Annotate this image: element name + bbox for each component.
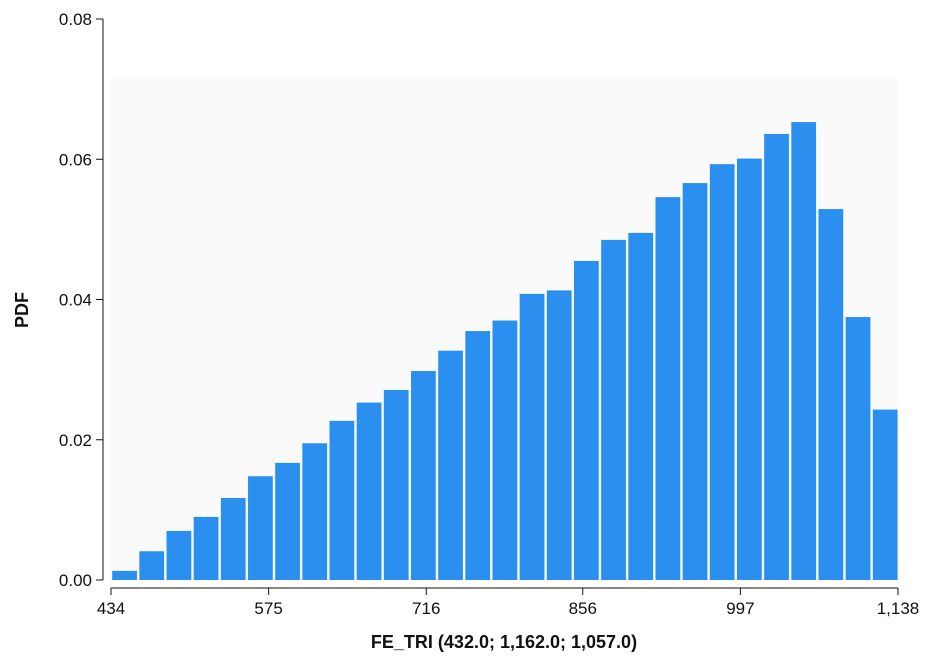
histogram-bar (546, 290, 572, 580)
histogram-bar (519, 293, 545, 580)
histogram-bar (818, 209, 844, 581)
histogram-bar (655, 197, 681, 580)
y-tick-label: 0.00 (59, 571, 92, 590)
x-tick-label: 434 (97, 599, 125, 618)
histogram-bar (302, 443, 328, 580)
y-tick-label: 0.06 (59, 150, 92, 169)
histogram-bar (383, 389, 409, 580)
histogram-bar (465, 331, 491, 580)
y-ticks-group: 0.00 0.02 0.04 0.06 0.08 (59, 10, 103, 590)
histogram-bar (112, 570, 137, 580)
histogram-bar (220, 497, 246, 580)
x-tick-label: 716 (412, 599, 440, 618)
x-tick-label: 575 (254, 599, 282, 618)
bars-group (112, 122, 898, 581)
histogram-bar (601, 239, 626, 580)
y-axis-title: PDF (12, 292, 32, 328)
histogram-bar (139, 551, 165, 580)
histogram-bar (574, 260, 599, 580)
histogram-bar (248, 476, 273, 580)
histogram-bar (709, 164, 735, 580)
x-tick-label: 856 (569, 599, 597, 618)
histogram-bar (329, 420, 355, 580)
histogram-bar (628, 232, 654, 580)
histogram-bar (872, 409, 898, 580)
histogram-bar (764, 134, 789, 580)
x-ticks-group: 434 575 716 856 997 1,138 (97, 588, 919, 618)
histogram-bar (193, 516, 219, 580)
x-tick-label: 997 (726, 599, 754, 618)
histogram-bar (438, 350, 463, 580)
y-tick-label: 0.04 (59, 291, 92, 310)
histogram-bar (166, 530, 192, 580)
y-tick-label: 0.08 (59, 10, 92, 29)
y-tick-label: 0.02 (59, 431, 92, 450)
histogram-bar (356, 402, 382, 580)
histogram-bar (411, 371, 436, 580)
histogram-bar (492, 320, 518, 580)
histogram-bar (682, 183, 708, 580)
x-axis-title: FE_TRI (432.0; 1,162.0; 1,057.0) (371, 632, 637, 652)
histogram-bar (275, 462, 300, 580)
histogram-bar (845, 317, 871, 580)
x-tick-label: 1,138 (877, 599, 920, 618)
histogram-bar (791, 122, 817, 580)
histogram-bar (736, 158, 762, 581)
